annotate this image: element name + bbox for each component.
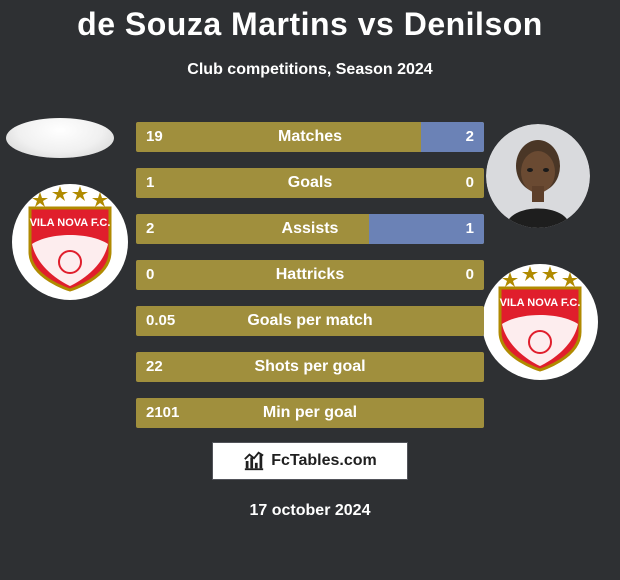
stat-bars: 192Matches 10Goals 21Assists 00Hattricks 0.0… xyxy=(136,122,484,444)
footer-date: 17 october 2024 xyxy=(0,502,620,520)
brand-text: FcTables.com xyxy=(271,452,377,470)
player-avatar-left xyxy=(6,118,114,158)
stat-row: 00Hattricks xyxy=(136,260,484,290)
stat-label: Min per goal xyxy=(136,398,484,428)
stat-row: 192Matches xyxy=(136,122,484,152)
stat-label: Assists xyxy=(136,214,484,244)
stat-row: 0.05Goals per match xyxy=(136,306,484,336)
stat-row: 22Shots per goal xyxy=(136,352,484,382)
player-avatar-right xyxy=(486,124,590,228)
stat-label: Hattricks xyxy=(136,260,484,290)
page-title: de Souza Martins vs Denilson xyxy=(0,0,620,43)
stat-label: Goals per match xyxy=(136,306,484,336)
crest-text-left: VILA NOVA F.C. xyxy=(30,217,111,229)
club-crest-left: VILA NOVA F.C. xyxy=(10,182,130,302)
brand-card: FcTables.com xyxy=(212,442,408,480)
stat-label: Goals xyxy=(136,168,484,198)
page-subtitle: Club competitions, Season 2024 xyxy=(0,61,620,79)
chart-icon xyxy=(243,450,265,472)
crest-text-right: VILA NOVA F.C. xyxy=(500,297,581,309)
stat-row: 2101Min per goal xyxy=(136,398,484,428)
stat-row: 10Goals xyxy=(136,168,484,198)
club-crest-right: VILA NOVA F.C. xyxy=(480,262,600,382)
stat-label: Matches xyxy=(136,122,484,152)
stat-row: 21Assists xyxy=(136,214,484,244)
stat-label: Shots per goal xyxy=(136,352,484,382)
